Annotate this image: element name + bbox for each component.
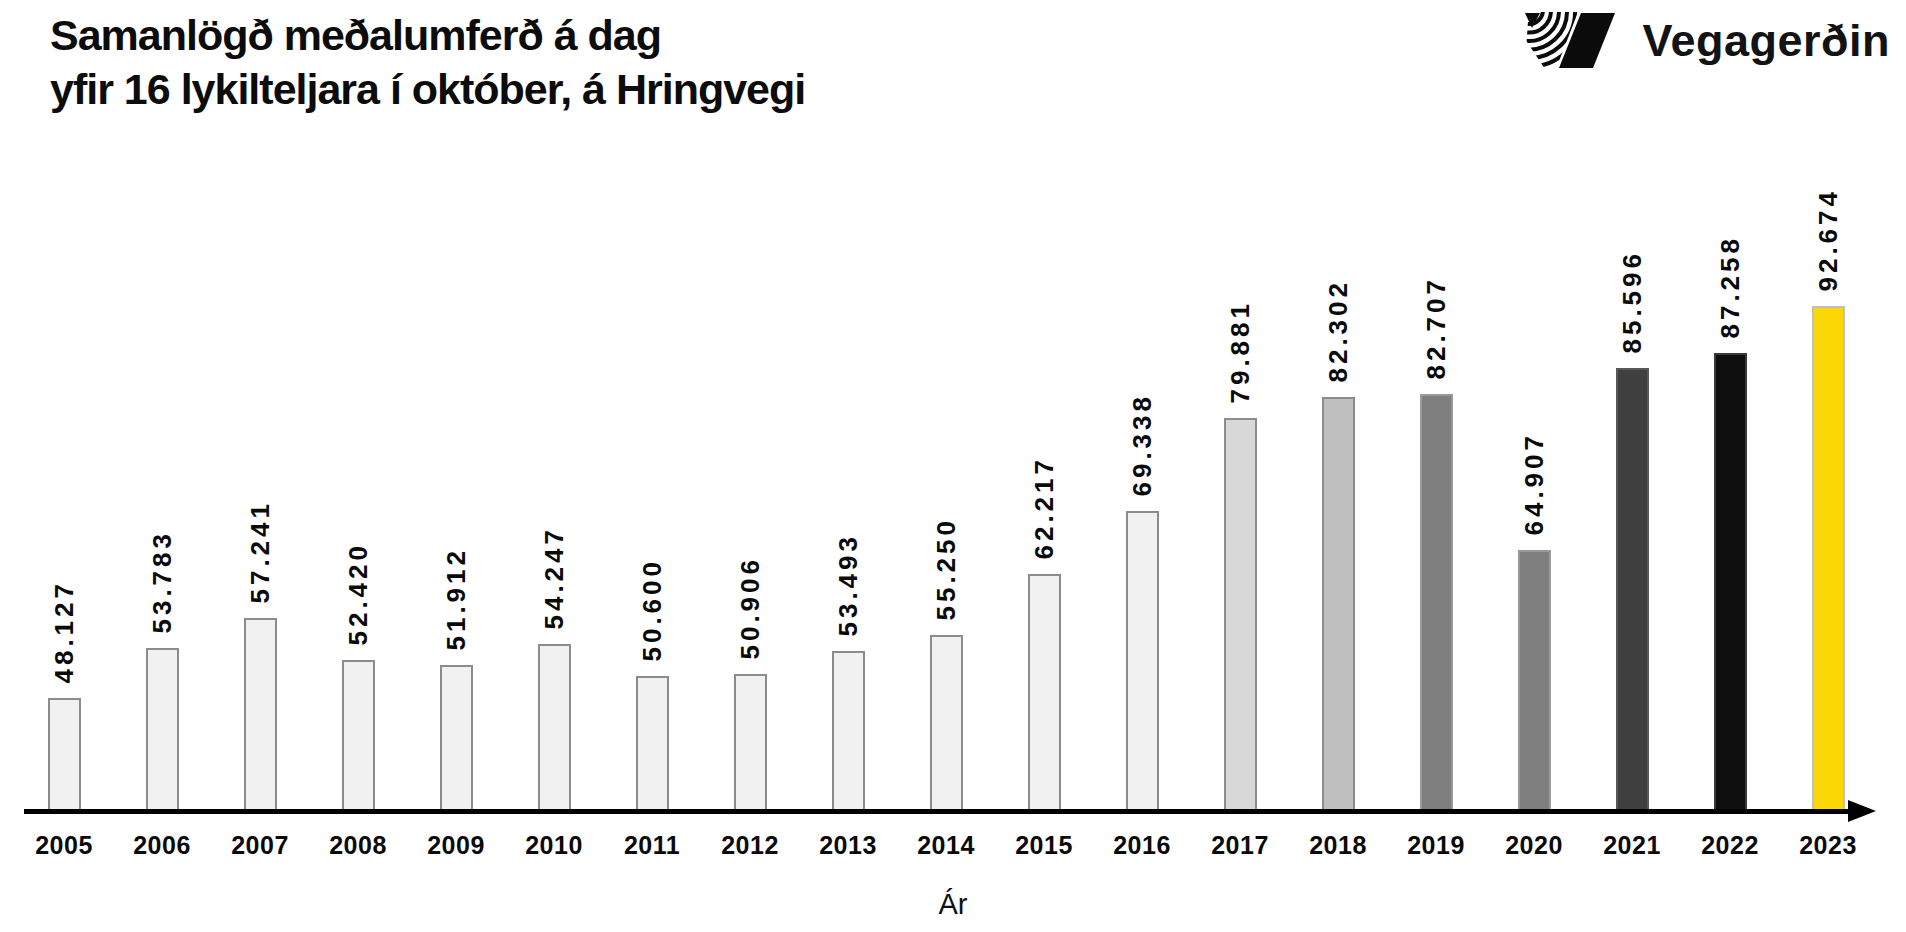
x-axis-tick-label-2008: 2008 — [309, 831, 407, 860]
bar-2013 — [832, 651, 865, 812]
x-axis-tick-label-2023: 2023 — [1779, 831, 1877, 860]
bar-column-2012: 50.906 — [701, 150, 799, 812]
bar-value-label: 57.241 — [245, 500, 276, 604]
bar-column-2016: 69.338 — [1093, 150, 1191, 812]
bar-column-2022: 87.258 — [1681, 150, 1779, 812]
bar-column-2017: 79.881 — [1191, 150, 1289, 812]
bar-column-2019: 82.707 — [1387, 150, 1485, 812]
bar-value-label: 55.250 — [931, 517, 962, 621]
bar-value-label: 53.493 — [833, 533, 864, 637]
bar-value-label: 54.247 — [539, 526, 570, 630]
bar-2014 — [930, 635, 963, 812]
bar-value-label: 51.912 — [441, 547, 472, 651]
x-axis-tick-label-2012: 2012 — [701, 831, 799, 860]
bar-value-label: 87.258 — [1715, 235, 1746, 339]
bar-value-label: 92.674 — [1813, 188, 1844, 292]
bar-2010 — [538, 644, 571, 812]
x-axis-tick-label-2007: 2007 — [211, 831, 309, 860]
bar-2016 — [1126, 511, 1159, 812]
bar-value-label: 62.217 — [1029, 456, 1060, 560]
bar-2022 — [1714, 353, 1747, 812]
bar-column-2007: 57.241 — [211, 150, 309, 812]
x-axis-tick-label-2018: 2018 — [1289, 831, 1387, 860]
page-root: { "header": { "title_line1": "Samanlögð … — [0, 0, 1906, 932]
bar-column-2009: 51.912 — [407, 150, 505, 812]
bar-column-2014: 55.250 — [897, 150, 995, 812]
x-axis-tick-label-2020: 2020 — [1485, 831, 1583, 860]
bar-value-label: 48.127 — [49, 580, 80, 684]
bar-column-2006: 53.783 — [113, 150, 211, 812]
bar-value-label: 52.420 — [343, 542, 374, 646]
bar-column-2015: 62.217 — [995, 150, 1093, 812]
x-axis-tick-label-2011: 2011 — [603, 831, 701, 860]
bar-column-2021: 85.596 — [1583, 150, 1681, 812]
bar-value-label: 85.596 — [1617, 250, 1648, 354]
x-axis-tick-label-2021: 2021 — [1583, 831, 1681, 860]
bar-column-2005: 48.127 — [15, 150, 113, 812]
bar-column-2013: 53.493 — [799, 150, 897, 812]
bar-2015 — [1028, 574, 1061, 812]
bars-area: 48.127 53.783 57.241 52.420 51.912 54.24… — [15, 150, 1877, 812]
bar-value-label: 79.881 — [1225, 300, 1256, 404]
bar-column-2008: 52.420 — [309, 150, 407, 812]
bar-2019 — [1420, 394, 1453, 812]
bar-value-label: 50.906 — [735, 556, 766, 660]
x-axis-tick-label-2009: 2009 — [407, 831, 505, 860]
bar-2020 — [1518, 550, 1551, 812]
bar-2018 — [1322, 397, 1355, 812]
bar-value-label: 82.302 — [1323, 279, 1354, 383]
bar-2021 — [1616, 368, 1649, 812]
bar-value-label: 69.338 — [1127, 393, 1158, 497]
bar-value-label: 82.707 — [1421, 276, 1452, 380]
bar-column-2011: 50.600 — [603, 150, 701, 812]
x-axis-tick-label-2006: 2006 — [113, 831, 211, 860]
x-axis-tick-label-2015: 2015 — [995, 831, 1093, 860]
x-axis-tick-label-2005: 2005 — [15, 831, 113, 860]
bar-2008 — [342, 660, 375, 812]
bar-chart: 48.127 53.783 57.241 52.420 51.912 54.24… — [0, 0, 1906, 932]
x-axis-tick-label-2019: 2019 — [1387, 831, 1485, 860]
bar-2006 — [146, 648, 179, 812]
bar-column-2023: 92.674 — [1779, 150, 1877, 812]
bar-2005 — [48, 698, 81, 812]
x-axis-tick-label-2010: 2010 — [505, 831, 603, 860]
bar-value-label: 53.783 — [147, 530, 178, 634]
bar-value-label: 64.907 — [1519, 432, 1550, 536]
bar-2023 — [1812, 306, 1845, 812]
bar-value-label: 50.600 — [637, 558, 668, 662]
x-axis-tick-label-2013: 2013 — [799, 831, 897, 860]
x-axis-line — [24, 809, 1850, 814]
bar-column-2020: 64.907 — [1485, 150, 1583, 812]
x-axis-tick-labels: 2005 2006 2007 2008 2009 2010 2011 2012 … — [15, 831, 1877, 860]
x-axis-tick-label-2014: 2014 — [897, 831, 995, 860]
bar-2009 — [440, 665, 473, 812]
x-axis-arrow-icon — [1848, 800, 1876, 822]
x-axis-tick-label-2017: 2017 — [1191, 831, 1289, 860]
bar-2017 — [1224, 418, 1257, 812]
x-axis-tick-label-2022: 2022 — [1681, 831, 1779, 860]
bar-2007 — [244, 618, 277, 812]
bar-column-2010: 54.247 — [505, 150, 603, 812]
bar-2011 — [636, 676, 669, 812]
bar-2012 — [734, 674, 767, 812]
x-axis-title: Ár — [0, 888, 1906, 921]
x-axis-tick-label-2016: 2016 — [1093, 831, 1191, 860]
bar-column-2018: 82.302 — [1289, 150, 1387, 812]
